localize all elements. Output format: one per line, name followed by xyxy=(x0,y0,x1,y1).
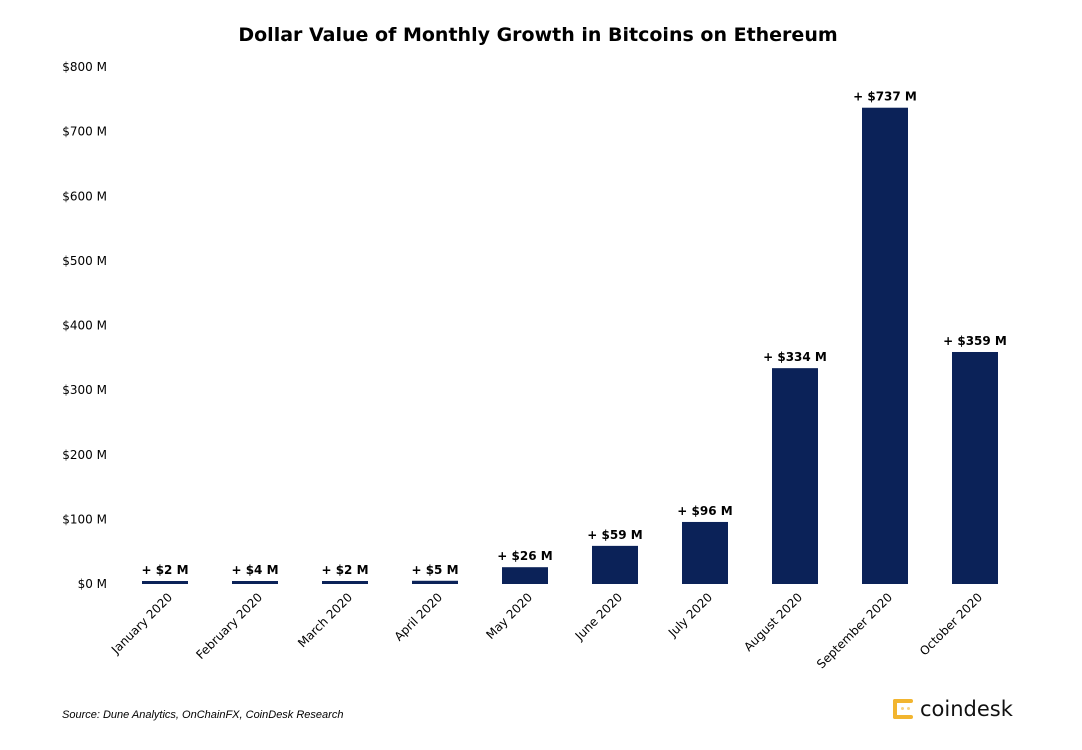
data-label: + $96 M xyxy=(677,504,732,518)
data-label: + $4 M xyxy=(231,563,278,577)
x-tick-label: June 2020 xyxy=(572,590,625,643)
y-tick-label: $0 M xyxy=(78,577,107,591)
y-tick-label: $600 M xyxy=(62,189,107,203)
bar xyxy=(952,351,998,584)
y-axis: $0 M $100 M $200 M $300 M $400 M $500 M $600 M… xyxy=(62,60,107,591)
coindesk-logo-icon xyxy=(893,699,913,719)
bar xyxy=(322,581,368,584)
data-label: + $2 M xyxy=(141,563,188,577)
bar xyxy=(772,368,818,584)
y-tick-label: $700 M xyxy=(62,125,107,139)
data-label: + $334 M xyxy=(763,350,827,364)
x-tick-label: February 2020 xyxy=(193,590,265,662)
y-tick-label: $200 M xyxy=(62,448,107,462)
y-tick-label: $500 M xyxy=(62,254,107,268)
data-label: + $5 M xyxy=(411,563,458,577)
bar xyxy=(142,581,188,584)
y-tick-label: $300 M xyxy=(62,383,107,397)
x-tick-label: August 2020 xyxy=(741,590,805,654)
x-tick-label: October 2020 xyxy=(917,590,985,658)
data-label: + $359 M xyxy=(943,334,1007,348)
x-tick-label: September 2020 xyxy=(814,590,895,671)
x-tick-label: January 2020 xyxy=(108,590,175,657)
data-label: + $737 M xyxy=(853,90,917,104)
y-tick-label: $400 M xyxy=(62,319,107,333)
coindesk-logo: coindesk xyxy=(892,697,1013,721)
x-tick-label: April 2020 xyxy=(392,590,446,644)
y-tick-label: $100 M xyxy=(62,512,107,526)
source-note: Source: Dune Analytics, OnChainFX, CoinD… xyxy=(62,709,344,721)
bar xyxy=(232,581,278,584)
data-label: + $26 M xyxy=(497,549,552,563)
y-tick-label: $800 M xyxy=(62,60,107,74)
x-axis: January 2020 February 2020 March 2020 April… xyxy=(108,590,985,671)
x-tick-label: May 2020 xyxy=(483,590,535,642)
bars: + $2 M + $4 M + $2 M + $5 M + $26 M + $59 M + … xyxy=(141,90,1007,585)
bar xyxy=(412,580,458,584)
data-label: + $59 M xyxy=(587,528,642,542)
coindesk-logo-text: coindesk xyxy=(920,697,1013,721)
bar xyxy=(862,107,908,585)
x-tick-label: March 2020 xyxy=(295,590,355,650)
x-tick-label: July 2020 xyxy=(665,590,715,640)
chart-title: Dollar Value of Monthly Growth in Bitcoi… xyxy=(238,24,837,46)
data-label: + $2 M xyxy=(321,563,368,577)
bar xyxy=(502,567,548,584)
bar xyxy=(592,545,638,584)
bar xyxy=(682,521,728,584)
